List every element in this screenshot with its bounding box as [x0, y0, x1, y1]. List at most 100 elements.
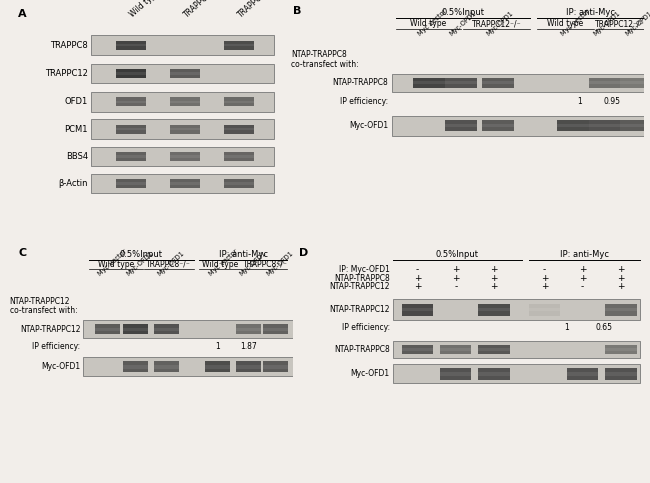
Bar — [263, 324, 288, 334]
Text: Myc-OFD1: Myc-OFD1 — [592, 10, 621, 37]
Bar — [589, 120, 621, 131]
Bar — [154, 361, 179, 372]
Bar — [556, 124, 589, 128]
Text: +: + — [452, 273, 460, 283]
Bar — [224, 125, 254, 134]
Text: co-transfect with:: co-transfect with: — [10, 306, 77, 315]
Bar — [392, 74, 644, 92]
Bar — [154, 324, 179, 334]
Text: +: + — [490, 265, 498, 274]
Bar — [154, 327, 179, 330]
Bar — [83, 320, 292, 339]
Bar — [528, 304, 560, 315]
Bar — [170, 179, 200, 188]
Bar — [402, 308, 433, 312]
Bar — [224, 182, 254, 185]
Text: β-Actin: β-Actin — [58, 179, 88, 188]
Text: 0.95: 0.95 — [603, 98, 620, 106]
Bar — [95, 324, 120, 334]
Bar — [170, 72, 200, 75]
Bar — [91, 174, 274, 193]
Text: -: - — [416, 265, 419, 274]
Bar — [170, 128, 200, 130]
Bar — [236, 327, 261, 330]
Text: +: + — [452, 265, 460, 274]
Bar — [116, 155, 146, 157]
Bar — [83, 357, 292, 376]
Bar — [224, 152, 254, 161]
Bar — [236, 324, 261, 334]
Text: Wild type: Wild type — [202, 260, 239, 269]
Bar — [478, 308, 510, 312]
Text: +: + — [413, 273, 421, 283]
Bar — [440, 372, 471, 376]
Bar — [393, 364, 640, 383]
Text: co-transfect with:: co-transfect with: — [291, 59, 359, 69]
Bar — [413, 78, 445, 88]
Text: 0.5%Input: 0.5%Input — [120, 250, 162, 259]
Text: Myc-OFD1: Myc-OFD1 — [448, 10, 478, 37]
Bar — [95, 327, 120, 330]
Bar — [621, 82, 650, 85]
Text: 0.5%Input: 0.5%Input — [441, 8, 484, 17]
Text: IP: anti-Myc: IP: anti-Myc — [218, 250, 268, 259]
Bar — [482, 78, 514, 88]
Bar — [224, 128, 254, 130]
Bar — [224, 100, 254, 103]
Text: +: + — [617, 283, 625, 291]
Text: 0.65: 0.65 — [595, 324, 612, 332]
Bar — [392, 115, 644, 136]
Bar — [123, 365, 148, 369]
Bar — [170, 155, 200, 157]
Bar — [263, 327, 288, 330]
Bar — [605, 348, 636, 351]
Text: OFD1: OFD1 — [65, 98, 88, 106]
Bar — [91, 35, 274, 55]
Bar — [224, 44, 254, 46]
Bar — [482, 124, 514, 128]
Bar — [440, 348, 471, 351]
Bar — [482, 120, 514, 131]
Bar — [91, 92, 274, 112]
Bar — [116, 41, 146, 50]
Bar — [393, 299, 640, 320]
Text: A: A — [18, 9, 27, 19]
Bar — [445, 78, 477, 88]
Text: -: - — [581, 283, 584, 291]
Text: Wild type: Wild type — [410, 19, 447, 28]
Text: NTAP-TRAPPC8: NTAP-TRAPPC8 — [291, 50, 346, 59]
Text: C: C — [18, 248, 27, 257]
Text: TRAPPC12⁻/⁻: TRAPPC12⁻/⁻ — [237, 0, 280, 19]
Text: NTAP-TRAPPC8: NTAP-TRAPPC8 — [334, 345, 389, 354]
Bar — [116, 125, 146, 134]
Text: TRAPPC8⁻/⁻: TRAPPC8⁻/⁻ — [242, 260, 287, 269]
Bar — [621, 78, 650, 88]
Bar — [440, 368, 471, 380]
Bar — [589, 78, 621, 88]
Text: TRAPPC8⁻/⁻: TRAPPC8⁻/⁻ — [146, 260, 191, 269]
Bar — [402, 304, 433, 315]
Text: 1: 1 — [577, 98, 582, 106]
Bar — [116, 69, 146, 78]
Bar — [445, 82, 477, 85]
Text: Myc vector: Myc vector — [98, 248, 129, 277]
Bar — [123, 327, 148, 330]
Bar — [445, 120, 477, 131]
Text: TRAPPC12: TRAPPC12 — [45, 69, 88, 78]
Text: 1.87: 1.87 — [240, 342, 257, 351]
Bar — [263, 361, 288, 372]
Bar — [605, 372, 636, 376]
Bar — [567, 372, 598, 376]
Bar — [170, 152, 200, 161]
Text: +: + — [541, 273, 548, 283]
Text: 0.5%Input: 0.5%Input — [436, 250, 479, 259]
Text: IP efficiency:: IP efficiency: — [341, 324, 389, 332]
Bar — [478, 372, 510, 376]
Text: IP: anti-Myc: IP: anti-Myc — [566, 8, 615, 17]
Text: TRAPPC8⁻/⁻: TRAPPC8⁻/⁻ — [183, 0, 222, 19]
Text: +: + — [579, 273, 586, 283]
Bar — [91, 64, 274, 83]
Text: Myc vector: Myc vector — [208, 248, 239, 277]
Bar — [116, 128, 146, 130]
Text: IP: anti-Myc: IP: anti-Myc — [560, 250, 609, 259]
